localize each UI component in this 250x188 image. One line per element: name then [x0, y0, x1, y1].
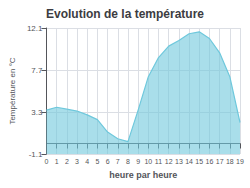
svg-text:0: 0 — [45, 158, 49, 165]
svg-text:6: 6 — [106, 158, 110, 165]
svg-text:3: 3 — [75, 158, 79, 165]
svg-text:Température en °C: Température en °C — [8, 57, 17, 124]
svg-text:19: 19 — [236, 158, 244, 165]
svg-text:heure par heure: heure par heure — [109, 170, 177, 180]
svg-text:16: 16 — [206, 158, 214, 165]
svg-text:2: 2 — [65, 158, 69, 165]
svg-text:4: 4 — [85, 158, 89, 165]
svg-text:12: 12 — [165, 158, 173, 165]
svg-text:8: 8 — [126, 158, 130, 165]
svg-text:14: 14 — [185, 158, 193, 165]
svg-text:18: 18 — [226, 158, 234, 165]
svg-text:17: 17 — [216, 158, 224, 165]
svg-text:7.7: 7.7 — [31, 66, 43, 75]
svg-text:12.1: 12.1 — [27, 24, 43, 33]
svg-text:10: 10 — [144, 158, 152, 165]
svg-text:5: 5 — [95, 158, 99, 165]
svg-text:1: 1 — [55, 158, 59, 165]
svg-text:9: 9 — [136, 158, 140, 165]
svg-text:Evolution de la température: Evolution de la température — [46, 7, 204, 21]
svg-text:7: 7 — [116, 158, 120, 165]
svg-text:13: 13 — [175, 158, 183, 165]
svg-text:15: 15 — [195, 158, 203, 165]
svg-text:-1.1: -1.1 — [29, 150, 43, 159]
svg-text:3.3: 3.3 — [31, 108, 43, 117]
svg-text:11: 11 — [155, 158, 162, 165]
